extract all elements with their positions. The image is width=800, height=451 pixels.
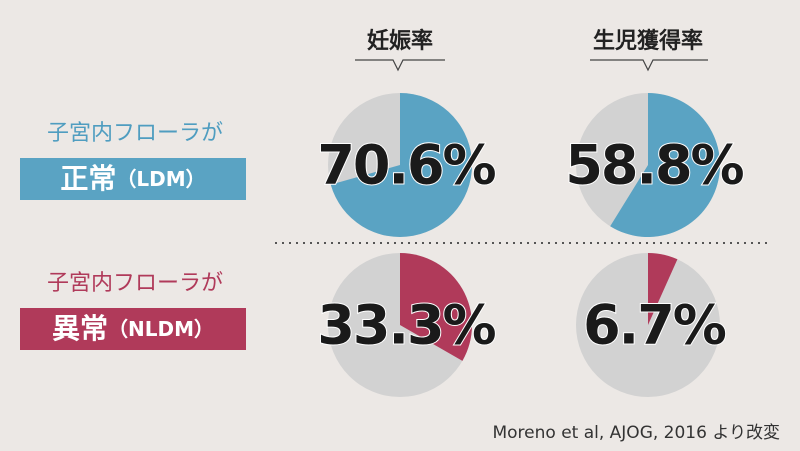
row-title: 異常（NLDM） bbox=[52, 312, 214, 345]
row-title-sub: （NLDM） bbox=[108, 317, 214, 341]
pie-slice bbox=[400, 253, 472, 361]
pies: 70.6% 58.8% 33.3% 6.7% bbox=[316, 92, 747, 397]
row-title-sub: （LDM） bbox=[116, 167, 205, 191]
row-title-main: 異常 bbox=[52, 312, 108, 345]
pie-slice bbox=[648, 253, 678, 325]
column-header: 妊娠率 bbox=[367, 28, 433, 54]
pie-slice bbox=[610, 93, 720, 237]
header-pointer bbox=[590, 59, 708, 72]
value-label: 33.3% bbox=[317, 294, 495, 357]
row-box bbox=[20, 158, 246, 200]
header-pointer bbox=[355, 59, 445, 72]
row-label: 子宮内フローラが bbox=[47, 121, 223, 146]
column-header: 生児獲得率 bbox=[593, 28, 703, 54]
pie-slice bbox=[330, 92, 472, 237]
value-label: 58.8% bbox=[565, 134, 743, 197]
row-title-main: 正常 bbox=[60, 162, 116, 195]
value-label: 6.7% bbox=[583, 294, 726, 357]
value-label: 70.6% bbox=[317, 134, 495, 197]
row-label: 子宮内フローラが bbox=[47, 271, 223, 296]
row-title: 正常（LDM） bbox=[60, 162, 205, 195]
row-box bbox=[20, 308, 246, 350]
source: Moreno et al, AJOG, 2016 より改変 bbox=[492, 423, 780, 443]
